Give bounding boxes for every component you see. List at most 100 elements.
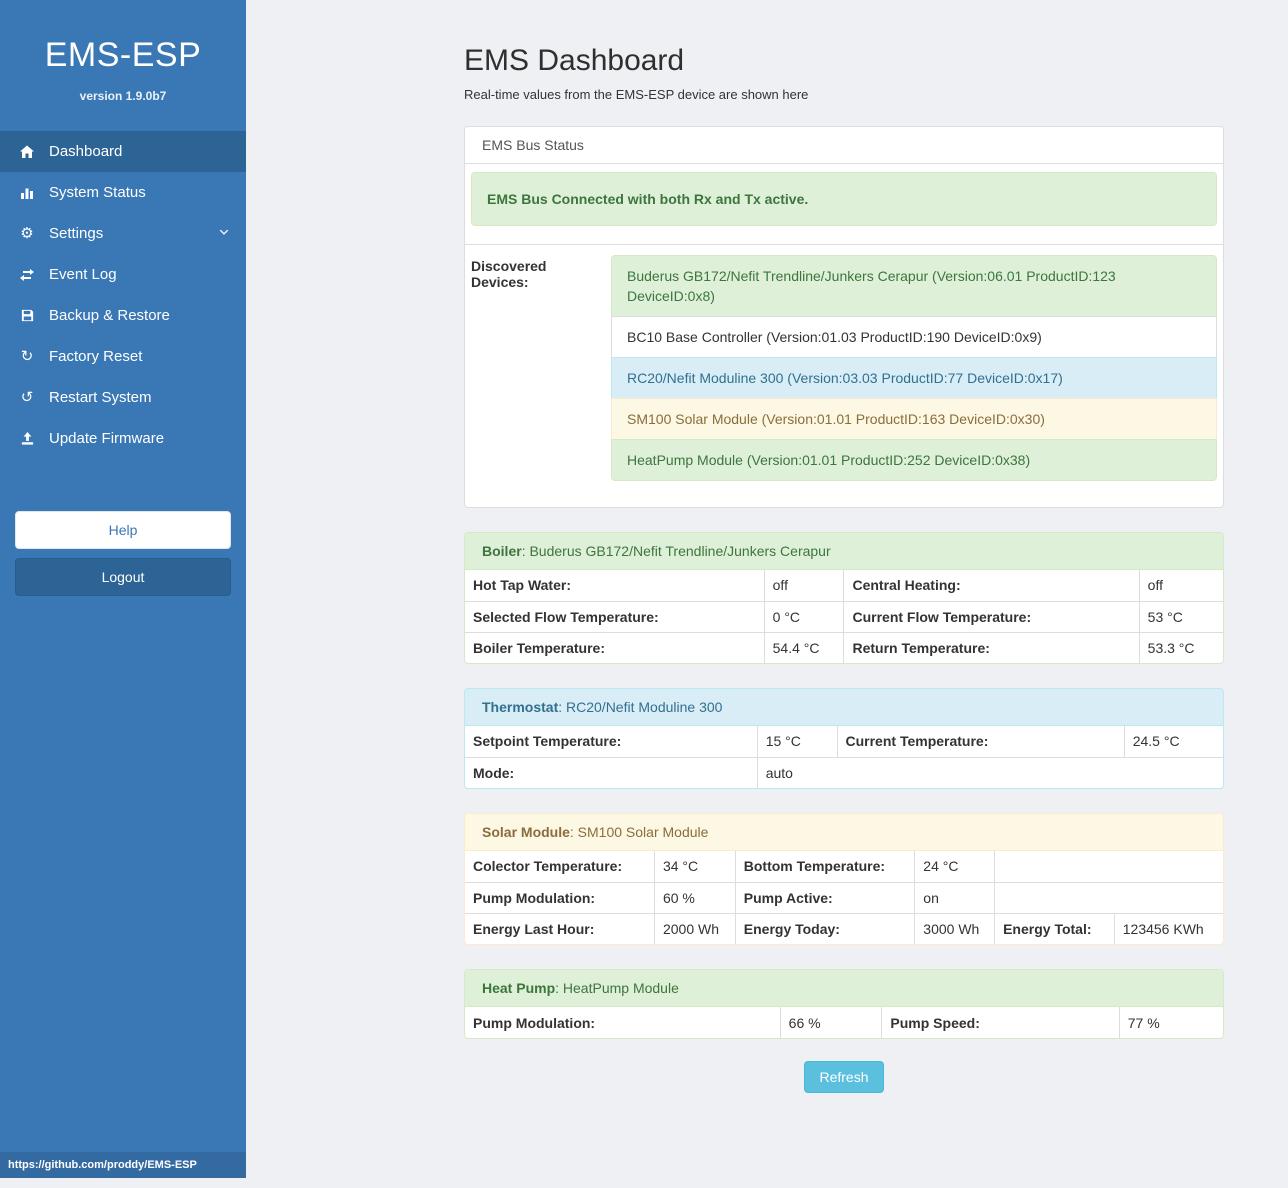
field-value: on [915, 882, 995, 913]
upload-icon [16, 431, 38, 446]
solar-panel-title-value: : SM100 Solar Module [570, 824, 709, 840]
field-label: Energy Today: [735, 913, 915, 944]
sidebar-item-settings[interactable]: ⚙ Settings [0, 213, 246, 254]
brand-block: EMS-ESP version 1.9.0b7 [0, 0, 246, 103]
page-title: EMS Dashboard [464, 44, 1224, 78]
table-row: Setpoint Temperature: 15 °C Current Temp… [465, 726, 1223, 757]
sidebar-item-event-log[interactable]: Event Log [0, 254, 246, 295]
field-value: 60 % [654, 882, 735, 913]
field-label: Pump Modulation: [465, 1007, 780, 1038]
field-label: Selected Flow Temperature: [465, 601, 764, 632]
boiler-panel-title-label: Boiler [482, 543, 522, 559]
field-value: 54.4 °C [764, 632, 844, 663]
thermostat-panel-title-value: : RC20/Nefit Moduline 300 [558, 699, 722, 715]
solar-panel-title: Solar Module: SM100 Solar Module [465, 814, 1223, 851]
table-row: Energy Last Hour: 2000 Wh Energy Today: … [465, 913, 1223, 944]
table-row: Mode: auto [465, 757, 1223, 788]
heat-pump-panel: Heat Pump: HeatPump Module Pump Modulati… [464, 969, 1224, 1039]
list-item: SM100 Solar Module (Version:01.01 Produc… [611, 398, 1217, 440]
sidebar-item-label: Restart System [49, 389, 230, 406]
app-title: EMS-ESP [0, 36, 246, 75]
sidebar-item-backup-restore[interactable]: Backup & Restore [0, 295, 246, 336]
refresh-icon: ↻ [16, 349, 38, 364]
thermostat-panel: Thermostat: RC20/Nefit Moduline 300 Setp… [464, 688, 1224, 789]
bus-connected-alert: EMS Bus Connected with both Rx and Tx ac… [471, 172, 1217, 226]
field-value: 77 % [1119, 1007, 1223, 1038]
ems-bus-status-title: EMS Bus Status [465, 127, 1223, 164]
field-label: Boiler Temperature: [465, 632, 764, 663]
thermostat-panel-title-label: Thermostat [482, 699, 558, 715]
boiler-panel: Boiler: Buderus GB172/Nefit Trendline/Ju… [464, 532, 1224, 664]
field-label: Bottom Temperature: [735, 851, 915, 882]
field-value: 24.5 °C [1124, 726, 1223, 757]
exchange-arrows-icon [16, 267, 38, 283]
ems-bus-status-panel: EMS Bus Status EMS Bus Connected with bo… [464, 126, 1224, 508]
home-icon [16, 144, 38, 160]
device-list: Buderus GB172/Nefit Trendline/Junkers Ce… [611, 255, 1217, 481]
field-label: Energy Total: [995, 913, 1115, 944]
discovered-devices-label: Discovered Devices: [465, 245, 611, 508]
field-value: 34 °C [654, 851, 735, 882]
list-item: BC10 Base Controller (Version:01.03 Prod… [611, 316, 1217, 358]
sidebar-item-system-status[interactable]: System Status [0, 172, 246, 213]
restart-icon: ↺ [16, 390, 38, 405]
field-value: 53.3 °C [1139, 632, 1223, 663]
field-value: 0 °C [764, 601, 844, 632]
gear-icon: ⚙ [16, 226, 38, 241]
table-row: Colector Temperature: 34 °C Bottom Tempe… [465, 851, 1223, 882]
field-label: Setpoint Temperature: [465, 726, 757, 757]
boiler-panel-title-value: : Buderus GB172/Nefit Trendline/Junkers … [522, 543, 831, 559]
page-subtitle: Real-time values from the EMS-ESP device… [464, 87, 1224, 102]
field-value: 53 °C [1139, 601, 1223, 632]
list-item: Buderus GB172/Nefit Trendline/Junkers Ce… [611, 255, 1217, 317]
logout-button[interactable]: Logout [15, 558, 231, 596]
help-button[interactable]: Help [15, 511, 231, 549]
sidebar-buttons: Help Logout [0, 511, 246, 596]
empty-cell [995, 851, 1223, 882]
sidebar-item-factory-reset[interactable]: ↻ Factory Reset [0, 336, 246, 377]
field-label: Energy Last Hour: [465, 913, 654, 944]
field-value: 66 % [780, 1007, 882, 1038]
stats-icon [16, 185, 38, 201]
field-value: 3000 Wh [915, 913, 995, 944]
field-label: Hot Tap Water: [465, 570, 764, 601]
list-item: RC20/Nefit Moduline 300 (Version:03.03 P… [611, 357, 1217, 399]
field-label: Mode: [465, 757, 757, 788]
sidebar-item-dashboard[interactable]: Dashboard [0, 131, 246, 172]
field-value: 15 °C [757, 726, 837, 757]
sidebar-item-label: Factory Reset [49, 348, 230, 365]
field-value: 2000 Wh [654, 913, 735, 944]
sidebar-item-label: Update Firmware [49, 430, 230, 447]
sidebar: EMS-ESP version 1.9.0b7 Dashboard System… [0, 0, 246, 1178]
field-label: Current Flow Temperature: [844, 601, 1139, 632]
field-label: Current Temperature: [837, 726, 1124, 757]
table-row: Boiler Temperature: 54.4 °C Return Tempe… [465, 632, 1223, 663]
sidebar-nav: Dashboard System Status ⚙ Settings Event… [0, 131, 246, 459]
sidebar-item-label: Settings [49, 225, 218, 242]
sidebar-item-label: Dashboard [49, 143, 230, 160]
sidebar-item-restart-system[interactable]: ↺ Restart System [0, 377, 246, 418]
thermostat-panel-title: Thermostat: RC20/Nefit Moduline 300 [465, 689, 1223, 726]
heat-pump-panel-title-label: Heat Pump [482, 980, 555, 996]
solar-panel-title-label: Solar Module [482, 824, 570, 840]
refresh-button[interactable]: Refresh [804, 1061, 883, 1093]
github-link[interactable]: https://github.com/proddy/EMS-ESP [0, 1152, 246, 1178]
heat-pump-panel-title: Heat Pump: HeatPump Module [465, 970, 1223, 1007]
floppy-save-icon [16, 308, 38, 323]
field-label: Pump Modulation: [465, 882, 654, 913]
field-label: Colector Temperature: [465, 851, 654, 882]
app-version: version 1.9.0b7 [0, 89, 246, 103]
sidebar-item-label: Event Log [49, 266, 230, 283]
list-item: HeatPump Module (Version:01.01 ProductID… [611, 439, 1217, 481]
heat-pump-panel-title-value: : HeatPump Module [555, 980, 679, 996]
sidebar-item-update-firmware[interactable]: Update Firmware [0, 418, 246, 459]
field-value: off [764, 570, 844, 601]
sidebar-item-label: Backup & Restore [49, 307, 230, 324]
field-value: 24 °C [915, 851, 995, 882]
boiler-panel-title: Boiler: Buderus GB172/Nefit Trendline/Ju… [465, 533, 1223, 570]
chevron-down-icon [218, 225, 230, 242]
table-row: Pump Modulation: 60 % Pump Active: on [465, 882, 1223, 913]
field-label: Pump Active: [735, 882, 915, 913]
field-value: 123456 KWh [1114, 913, 1223, 944]
field-label: Return Temperature: [844, 632, 1139, 663]
